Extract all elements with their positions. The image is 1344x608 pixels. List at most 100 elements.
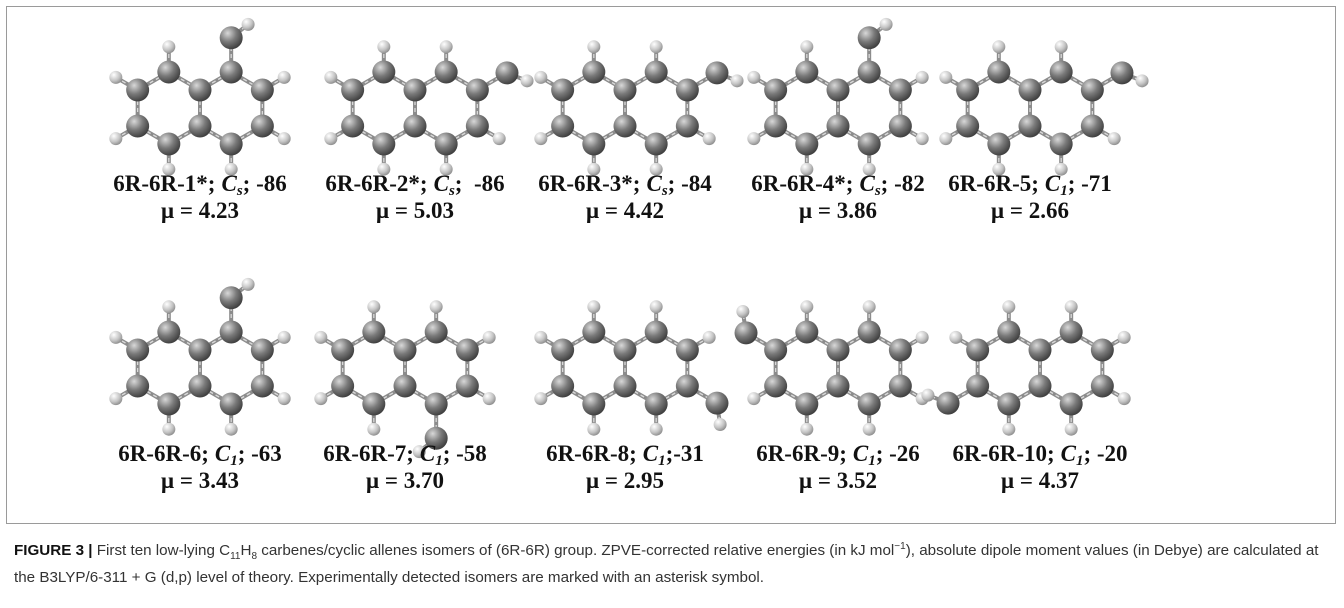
caption-text: H	[240, 542, 251, 559]
hydrogen-atom	[534, 392, 547, 405]
carbon-atom	[551, 339, 574, 362]
caption-text: First ten low-lying C	[93, 542, 231, 559]
dipole-moment: μ = 4.37	[1001, 468, 1079, 493]
dipole-moment: μ = 3.43	[161, 468, 239, 493]
carbon-atom	[795, 321, 818, 344]
carbon-atom	[614, 79, 637, 102]
hydrogen-atom	[109, 71, 122, 84]
hydrogen-atom	[493, 132, 506, 145]
point-group-subscript: 1	[230, 453, 238, 469]
carbon-atom	[645, 321, 668, 344]
carbon-atom	[466, 115, 489, 138]
isomer-name: 6R-6R-4*;	[751, 171, 853, 196]
dipole-moment: μ = 5.03	[376, 198, 454, 223]
carbon-atom	[676, 375, 699, 398]
carbon-atom	[495, 61, 518, 84]
carbon-atom	[582, 393, 605, 416]
carbon-atom	[394, 339, 417, 362]
hydrogen-atom	[916, 71, 929, 84]
point-group: C	[1061, 441, 1076, 466]
carbon-atom	[331, 375, 354, 398]
hydrogen-atom	[1136, 74, 1149, 87]
hydrogen-atom	[1002, 300, 1015, 313]
hydrogen-atom	[916, 132, 929, 145]
hydrogen-atom	[440, 40, 453, 53]
point-group: C	[853, 441, 868, 466]
hydrogen-atom	[1118, 392, 1131, 405]
hydrogen-atom	[800, 423, 813, 436]
hydrogen-atom	[278, 132, 291, 145]
hydrogen-atom	[109, 392, 122, 405]
carbon-atom	[858, 61, 881, 84]
carbon-atom	[937, 392, 960, 415]
carbon-atom	[435, 61, 458, 84]
hydrogen-atom	[747, 392, 760, 405]
point-group: C	[420, 441, 435, 466]
hydrogen-atom	[162, 300, 175, 313]
hydrogen-atom	[650, 300, 663, 313]
hydrogen-atom	[587, 423, 600, 436]
carbon-atom	[189, 115, 212, 138]
hydrogen-atom	[162, 423, 175, 436]
carbon-atom	[220, 133, 243, 156]
hydrogen-atom	[483, 392, 496, 405]
hydrogen-atom	[1065, 423, 1078, 436]
carbon-atom	[189, 375, 212, 398]
carbon-atom	[645, 61, 668, 84]
hydrogen-atom	[863, 300, 876, 313]
hydrogen-atom	[650, 40, 663, 53]
hydrogen-atom	[430, 300, 443, 313]
carbon-atom	[827, 339, 850, 362]
hydrogen-atom	[939, 71, 952, 84]
carbon-atom	[795, 393, 818, 416]
carbon-atom	[126, 115, 149, 138]
hydrogen-atom	[1002, 423, 1015, 436]
carbon-atom	[582, 133, 605, 156]
carbon-atom	[645, 393, 668, 416]
hydrogen-atom	[703, 331, 716, 344]
carbon-atom	[582, 61, 605, 84]
carbon-atom	[889, 375, 912, 398]
point-group: C	[859, 171, 874, 196]
hydrogen-atom	[521, 74, 534, 87]
carbon-atom	[341, 115, 364, 138]
carbon-atom	[1050, 133, 1073, 156]
carbon-atom	[966, 375, 989, 398]
carbon-atom	[997, 393, 1020, 416]
dipole-moment: μ = 2.66	[991, 198, 1069, 223]
isomer-name: 6R-6R-7;	[323, 441, 414, 466]
isomer-name: 6R-6R-2*;	[325, 171, 427, 196]
hydrogen-atom	[278, 331, 291, 344]
hydrogen-atom	[367, 423, 380, 436]
figure-caption: FIGURE 3 | First ten low-lying C11H8 car…	[14, 537, 1330, 591]
carbon-atom	[157, 133, 180, 156]
isomer-name: 6R-6R-6;	[118, 441, 209, 466]
carbon-atom	[705, 61, 728, 84]
carbon-atom	[764, 115, 787, 138]
hydrogen-atom	[109, 132, 122, 145]
point-group-subscript: 1	[1060, 183, 1068, 199]
dipole-moment: μ = 3.86	[799, 198, 877, 223]
carbon-atom	[764, 339, 787, 362]
point-group-subscript: 1	[658, 453, 666, 469]
hydrogen-atom	[483, 331, 496, 344]
isomer-name: 6R-6R-1*;	[113, 171, 215, 196]
isomer-name: 6R-6R-9;	[756, 441, 847, 466]
point-group: C	[215, 441, 230, 466]
relative-energy: ; -84	[668, 171, 712, 196]
carbon-atom	[827, 115, 850, 138]
hydrogen-atom	[1118, 331, 1131, 344]
carbon-atom	[551, 375, 574, 398]
carbon-atom	[331, 339, 354, 362]
carbon-atom	[582, 321, 605, 344]
carbon-atom	[157, 61, 180, 84]
hydrogen-atom	[314, 331, 327, 344]
point-group: C	[643, 441, 658, 466]
carbon-atom	[1060, 393, 1083, 416]
carbon-atom	[251, 375, 274, 398]
point-group: C	[434, 171, 449, 196]
carbon-atom	[987, 133, 1010, 156]
carbon-atom	[251, 339, 274, 362]
carbon-atom	[456, 375, 479, 398]
